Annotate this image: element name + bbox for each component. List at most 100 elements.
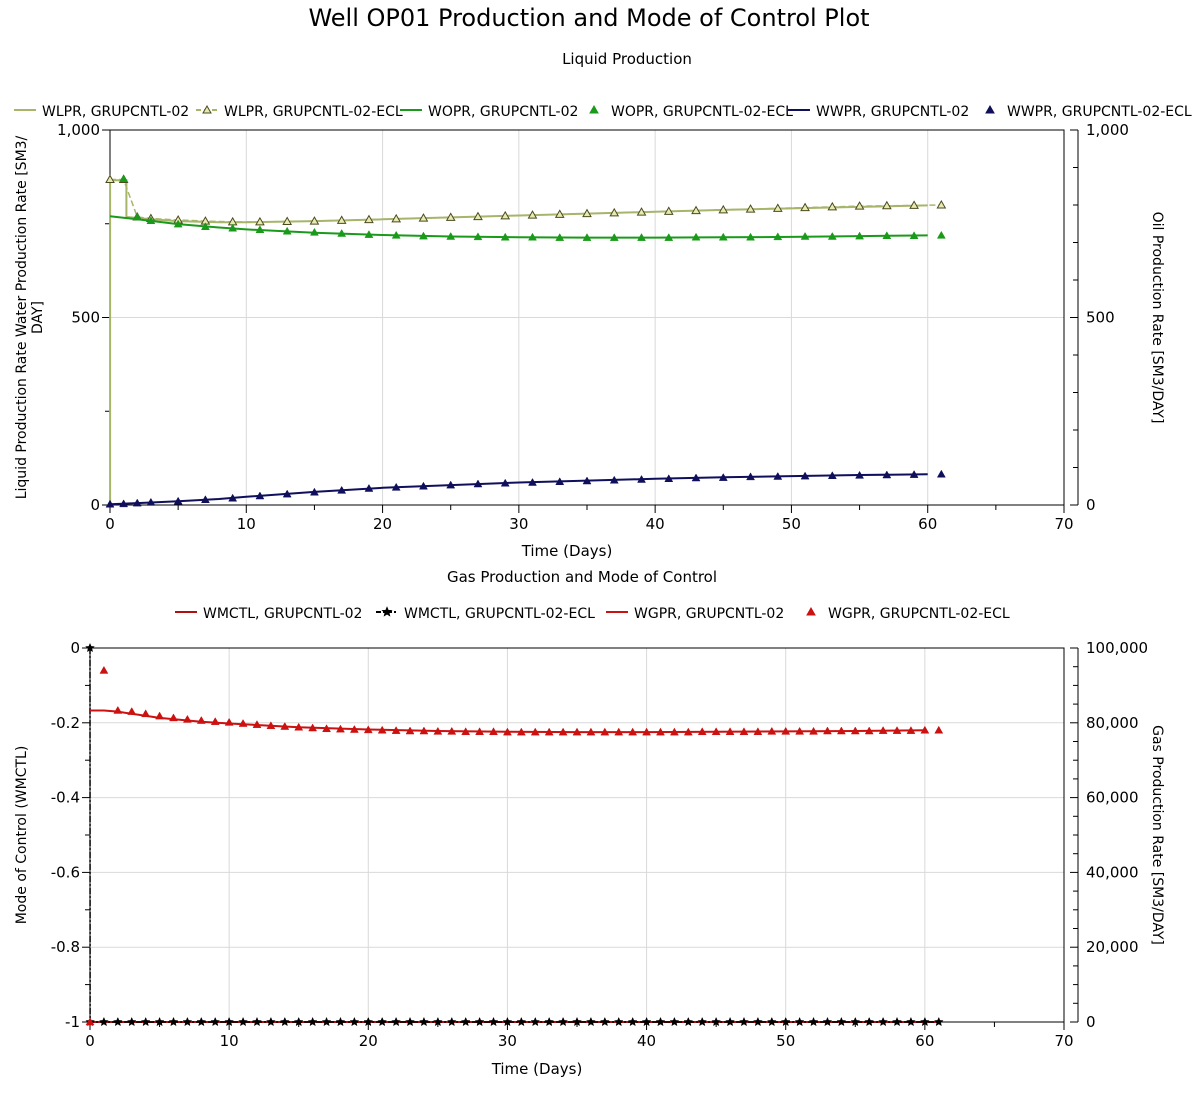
data-point [809, 726, 818, 735]
data-point [349, 1016, 360, 1027]
data-point [132, 212, 142, 221]
y2-tick-label: 100,000 [1086, 639, 1148, 657]
data-point [882, 470, 892, 479]
legend-label: WWPR, GRUPCNTL-02-ECL [1007, 104, 1192, 120]
series-wlpr-grupcntl-02-ecl [105, 174, 947, 226]
data-point [182, 714, 192, 723]
y2-tick-label: 0 [1086, 1013, 1096, 1031]
data-point [349, 725, 359, 733]
data-point [516, 727, 526, 736]
data-point [697, 1016, 708, 1027]
legend-item: WMCTL, GRUPCNTL-02 [175, 606, 362, 622]
series-wmctl-grupcntl-02-ecl [85, 642, 944, 1027]
series-wwpr-grupcntl-02-ecl [105, 469, 946, 508]
data-point [766, 1016, 777, 1027]
data-point [656, 727, 665, 736]
data-point [878, 1016, 889, 1027]
data-point [391, 213, 402, 223]
data-point [419, 231, 428, 240]
data-point [850, 726, 860, 735]
y-axis-label: Liquid Production Rate Water Production … [14, 135, 46, 499]
legend-item: WLPR, GRUPCNTL-02 [14, 104, 189, 120]
data-point [827, 201, 838, 211]
data-point [855, 231, 865, 240]
data-point [800, 471, 810, 480]
data-point [500, 232, 510, 241]
x-tick-label: 60 [915, 1032, 934, 1050]
data-point [691, 232, 701, 241]
data-point [405, 1016, 415, 1027]
data-point [238, 719, 248, 727]
chart-title: Gas Production and Mode of Control [447, 568, 717, 586]
data-point [753, 727, 763, 736]
data-point [544, 1016, 555, 1027]
y2-axis-label: Gas Production Rate [SM3/DAY] [1149, 725, 1165, 945]
legend: WMCTL, GRUPCNTL-02 WMCTL, GRUPCNTL-02-ECL… [175, 606, 1010, 622]
y-axis-label: Mode of Control (WMCTL) [14, 746, 30, 925]
legend-label: WGPR, GRUPCNTL-02-ECL [828, 606, 1010, 622]
data-point [105, 499, 115, 508]
data-point [582, 476, 592, 485]
data-point [663, 206, 674, 215]
data-point [446, 231, 456, 240]
plot-frame [89, 647, 1065, 1023]
legend-label: WMCTL, GRUPCNTL-02-ECL [404, 606, 595, 622]
data-point [586, 727, 596, 736]
data-point [364, 214, 374, 224]
data-point [238, 1016, 248, 1027]
data-point [282, 489, 292, 498]
data-point [446, 480, 456, 489]
y-tick-label: -0.2 [51, 714, 80, 732]
data-point [669, 1016, 680, 1027]
data-point [909, 200, 919, 209]
data-point [600, 727, 610, 736]
page-title: Well OP01 Production and Mode of Control… [308, 4, 870, 32]
data-point [599, 1016, 610, 1027]
data-point [836, 726, 846, 735]
data-point [554, 209, 565, 218]
legend-label: WOPR, GRUPCNTL-02-ECL [611, 104, 793, 120]
data-point [473, 211, 483, 221]
data-point [909, 470, 919, 478]
data-point [255, 225, 265, 233]
x-tick-label: 20 [373, 515, 392, 533]
x-tick-label: 40 [637, 1032, 656, 1050]
data-point [636, 207, 647, 216]
x-tick-label: 10 [220, 1032, 239, 1050]
data-point [210, 1016, 221, 1027]
series-line [110, 178, 942, 223]
data-point [800, 231, 810, 240]
data-point [282, 226, 292, 235]
legend-marker [806, 606, 816, 616]
data-point [909, 231, 919, 239]
data-point [572, 1016, 582, 1027]
data-point [745, 204, 756, 213]
data-point [280, 722, 290, 730]
data-point [530, 727, 540, 736]
data-point [446, 1016, 457, 1027]
data-point [752, 1016, 763, 1027]
x-tick-label: 50 [776, 1032, 795, 1050]
data-point [718, 204, 729, 214]
data-point [112, 1016, 123, 1027]
data-point [773, 232, 783, 241]
legend-item: WOPR, GRUPCNTL-02-ECL [589, 104, 793, 120]
data-point [252, 1016, 262, 1027]
data-point [641, 1016, 652, 1027]
data-point [530, 1016, 541, 1027]
y-tick-label: -0.4 [51, 789, 80, 807]
legend-item: WWPR, GRUPCNTL-02-ECL [985, 104, 1192, 120]
data-point [906, 726, 916, 734]
data-point [473, 479, 483, 488]
data-point [691, 473, 701, 482]
data-point [878, 726, 888, 734]
data-point [637, 474, 646, 483]
data-point [628, 727, 638, 736]
data-point [445, 212, 456, 221]
data-point [864, 1016, 875, 1027]
data-point [767, 726, 777, 735]
data-point [936, 469, 946, 478]
data-point [718, 473, 728, 481]
data-point [558, 727, 568, 736]
y2-axis-label: Oil Production Rate [SM3/DAY] [1149, 212, 1165, 424]
